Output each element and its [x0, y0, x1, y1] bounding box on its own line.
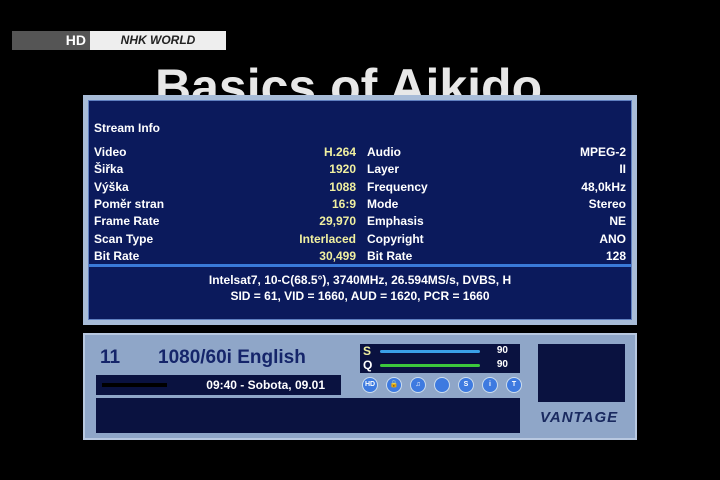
- progress-bar: [102, 383, 167, 387]
- signal-box: S 90 Q 90: [360, 344, 520, 373]
- row-value-2: Stereo: [588, 196, 626, 211]
- quality-value: 90: [496, 359, 508, 370]
- row-value: 1920: [329, 162, 356, 177]
- scramble-icon: S: [458, 377, 474, 393]
- row-value: 16:9: [331, 196, 356, 211]
- row-value-2: ANO: [599, 231, 626, 246]
- lock-icon: 🔒: [386, 377, 402, 393]
- channel-name-logo: NHK WORLD: [90, 31, 226, 50]
- epg-box: [96, 398, 520, 433]
- info-icon: i: [482, 377, 498, 393]
- channel-logo: HD NHK WORLD: [12, 31, 226, 50]
- stream-info-row: Výška 1088 Frequency 48,0kHz: [94, 180, 626, 197]
- transponder-info: Intelsat7, 10-C(68.5°), 3740MHz, 26.594M…: [208, 273, 512, 287]
- brand-logo: VANTAGE: [540, 409, 619, 426]
- stream-info-row: Poměr stran 16:9 Mode Stereo: [94, 197, 626, 214]
- pid-info: SID = 61, VID = 1660, AUD = 1620, PCR = …: [230, 289, 490, 303]
- row-value-2: 128: [605, 248, 626, 263]
- subtitle-icon: [434, 377, 450, 393]
- row-value-2: 48,0kHz: [581, 179, 626, 194]
- row-value-2: MPEG-2: [579, 145, 626, 159]
- channel-number: 11: [100, 347, 121, 368]
- hd-badge: HD: [12, 31, 90, 50]
- row-label: Bit Rate: [94, 248, 140, 263]
- music-icon: ♫: [410, 377, 426, 393]
- preview-box: [538, 344, 625, 402]
- row-label: Frame Rate: [94, 214, 160, 229]
- info-bar: 11 1080/60i English 09:40 - Sobota, 09.0…: [83, 333, 637, 440]
- signal-label: S: [363, 344, 372, 358]
- stream-info-row: Frame Rate 29,970 Emphasis NE: [94, 214, 626, 231]
- row-value: 29,970: [319, 214, 356, 229]
- row-label-2: Bit Rate: [367, 248, 413, 263]
- row-label: Šiřka: [94, 162, 124, 177]
- stream-info-row: Šiřka 1920 Layer II: [94, 162, 626, 179]
- row-value: 30,499: [319, 248, 356, 263]
- row-value-2: II: [619, 162, 626, 177]
- signal-value: 90: [496, 345, 508, 356]
- hd-icon: HD: [362, 377, 378, 393]
- datetime: 09:40 - Sobota, 09.01: [206, 378, 325, 392]
- row-label-2: Audio: [367, 145, 401, 159]
- signal-quality-bar: [380, 364, 480, 367]
- panel-title: Stream Info: [94, 121, 161, 135]
- row-value: Interlaced: [299, 231, 356, 246]
- row-value: 1088: [329, 179, 356, 194]
- teletext-icon: T: [506, 377, 522, 393]
- channel-name: 1080/60i English: [158, 347, 306, 368]
- row-label: Video: [94, 145, 127, 159]
- stream-info-panel: Stream Info Video H.264 Audio MPEG-2 Šiřk…: [83, 95, 637, 325]
- row-value-2: NE: [609, 214, 626, 229]
- datetime-bar: 09:40 - Sobota, 09.01: [96, 375, 341, 395]
- signal-strength-bar: [380, 350, 480, 353]
- row-label-2: Mode: [367, 196, 399, 211]
- row-label-2: Emphasis: [367, 214, 424, 229]
- stream-info-row: Video H.264 Audio MPEG-2: [94, 145, 626, 162]
- row-value: H.264: [323, 145, 356, 159]
- row-label-2: Frequency: [367, 179, 428, 194]
- row-label: Výška: [94, 179, 129, 194]
- divider: [89, 264, 631, 267]
- quality-label: Q: [363, 358, 373, 372]
- stream-info-row: Scan Type Interlaced Copyright ANO: [94, 232, 626, 249]
- row-label-2: Layer: [367, 162, 400, 177]
- row-label: Scan Type: [94, 231, 154, 246]
- stream-info-row: Bit Rate 30,499 Bit Rate 128: [94, 249, 626, 266]
- row-label: Poměr stran: [94, 196, 165, 211]
- row-label-2: Copyright: [367, 231, 424, 246]
